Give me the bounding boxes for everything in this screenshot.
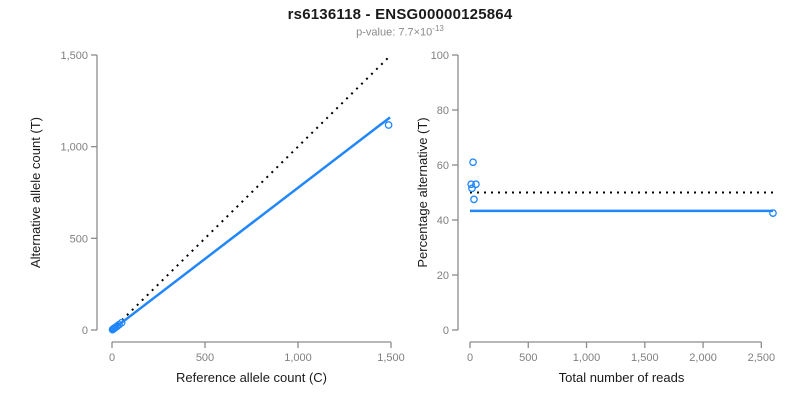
data-point <box>769 209 777 217</box>
x-tick-label: 1,000 <box>284 352 312 364</box>
y-axis-title: Percentage alternative (T) <box>415 117 430 267</box>
fit-line <box>111 116 391 331</box>
data-point <box>117 318 126 327</box>
right-scatter-panel: 0 20 40 60 80 100 0 500 1,000 1,500 2,000 2,500 Tota… <box>415 50 777 385</box>
x-tick-label: 0 <box>467 352 473 364</box>
x-tick-label: 2,000 <box>689 352 717 364</box>
figure-subtitle: p-value: 7.7×10-13 <box>0 24 800 39</box>
data-point <box>467 180 476 189</box>
x-tick-label: 500 <box>519 352 537 364</box>
pvalue-text: p-value: 7.7×10 <box>356 26 433 39</box>
x-tick-label: 0 <box>109 352 115 364</box>
x-axis-title: Total number of reads <box>559 370 685 385</box>
data-point <box>468 184 476 193</box>
y-tick-label: 60 <box>437 160 449 172</box>
y-tick-label: 0 <box>443 325 449 337</box>
y-tick-label: 1,500 <box>60 50 88 62</box>
y-tick-label: 40 <box>437 215 449 227</box>
y-axis-title: Alternative allele count (T) <box>28 117 43 268</box>
x-tick-label: 1,000 <box>573 352 601 364</box>
y-tick-label: 80 <box>437 105 449 117</box>
data-point <box>470 195 478 204</box>
y-tick-label: 100 <box>431 50 449 62</box>
y-tick-label: 1,000 <box>60 142 88 154</box>
y-tick-label: 0 <box>82 325 88 337</box>
x-tick-label: 1,500 <box>377 352 405 364</box>
x-tick-label: 2,500 <box>748 352 776 364</box>
figure-title: rs6136118 - ENSG00000125864 <box>287 6 513 23</box>
data-point <box>469 158 477 167</box>
x-tick-label: 1,500 <box>631 352 659 364</box>
pvalue-exponent: -13 <box>432 24 444 33</box>
x-axis-title: Reference allele count (C) <box>176 370 327 385</box>
data-point <box>384 121 393 129</box>
x-tick-label: 500 <box>196 352 214 364</box>
left-scatter-panel: 0 500 1,000 1,500 0 500 1,000 1,500 Reference al… <box>28 50 405 385</box>
data-point <box>472 180 480 189</box>
y-tick-label: 500 <box>70 233 88 245</box>
identity-line <box>111 54 392 331</box>
y-tick-label: 20 <box>437 270 449 282</box>
